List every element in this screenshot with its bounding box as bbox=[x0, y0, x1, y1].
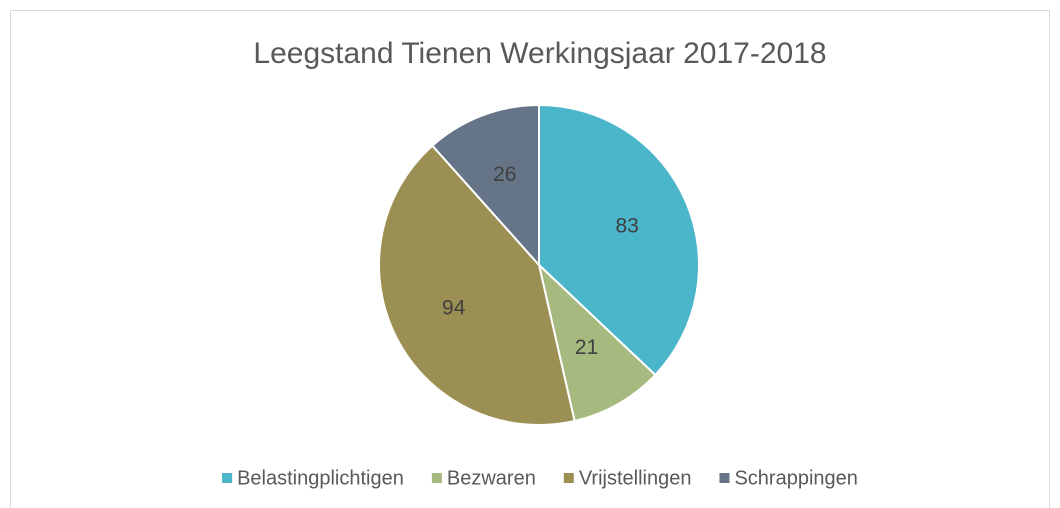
legend-label: Belastingplichtigen bbox=[237, 467, 404, 489]
legend-label: Schrappingen bbox=[734, 467, 857, 489]
legend-swatch bbox=[222, 473, 233, 483]
legend-swatch bbox=[719, 473, 730, 483]
chart-frame bbox=[10, 10, 1050, 508]
data-label: 21 bbox=[575, 336, 598, 359]
data-label: 26 bbox=[493, 163, 516, 186]
legend-label: Bezwaren bbox=[447, 467, 536, 489]
pie-slice bbox=[537, 262, 657, 423]
pie-slice bbox=[538, 103, 700, 377]
data-label: 83 bbox=[615, 215, 638, 238]
pie-slice bbox=[430, 103, 540, 268]
pie-slice bbox=[378, 144, 576, 426]
legend-label: Vrijstellingen bbox=[579, 467, 692, 489]
chart-title: Leegstand Tienen Werkingsjaar 2017-2018 bbox=[253, 37, 826, 70]
legend-swatch bbox=[563, 473, 574, 483]
data-label: 94 bbox=[442, 297, 466, 320]
legend-swatch bbox=[431, 473, 442, 483]
